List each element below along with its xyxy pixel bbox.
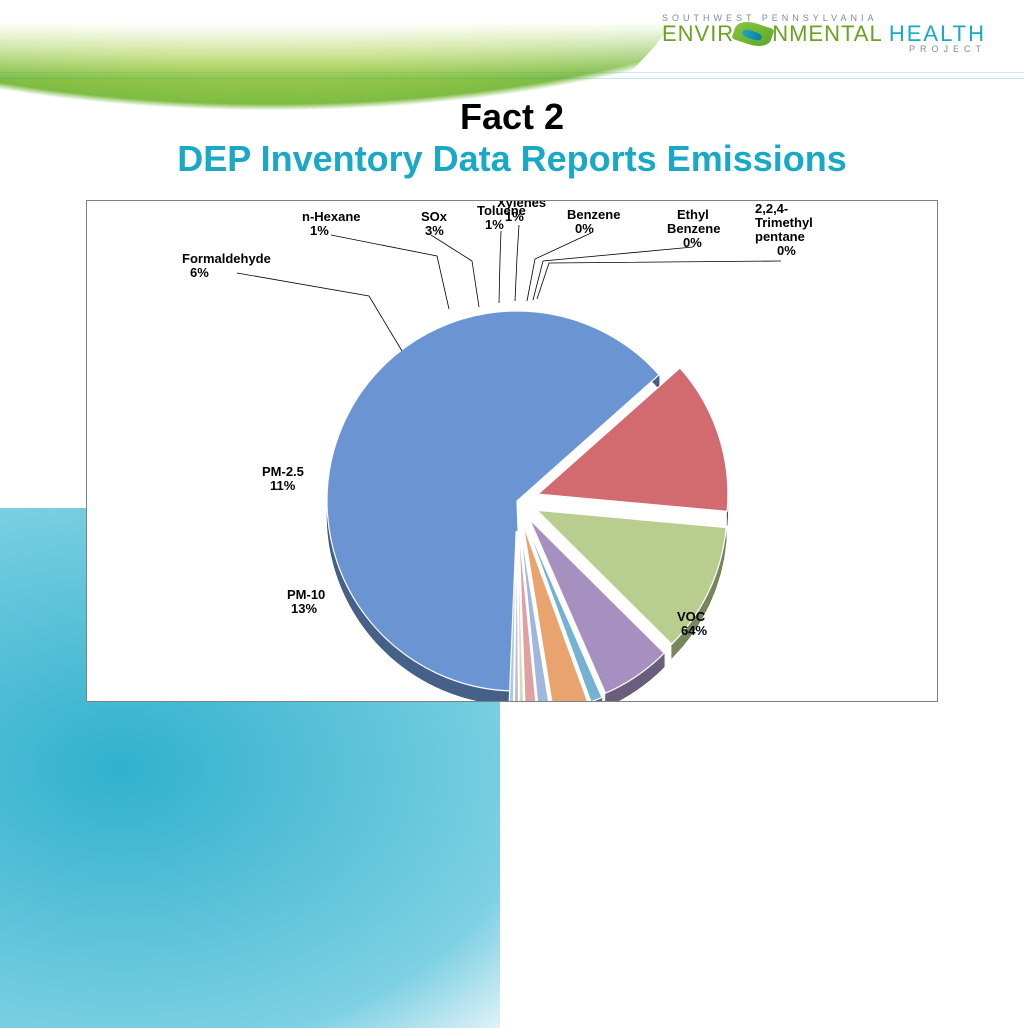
slice-label: pentane [755,229,805,244]
slice-pct: 1% [310,223,329,238]
leader-line [537,261,781,299]
leader-line [499,231,501,303]
logo-wordmark: ENVIR NMENTAL HEALTH [662,23,986,45]
leader-line [237,273,402,351]
slice-pct: 64% [681,623,707,638]
logo-text-envir: ENVIR [662,21,734,46]
leader-line [431,235,479,307]
org-logo: SOUTHWEST PENNSYLVANIA ENVIRNMENTAL HEAL… [662,14,986,54]
slice-label: Formaldehyde [182,251,271,266]
slice-pct: 13% [291,601,317,616]
leader-line [331,235,449,309]
slide-title: Fact 2 DEP Inventory Data Reports Emissi… [0,96,1024,180]
slice-label: PM-10 [287,587,325,602]
logo-tagline-bottom: PROJECT [662,45,986,54]
slice-label: VOC [677,609,706,624]
pie-chart-svg: VOC64% PM-1013% PM-2.511% Formaldehyde6% n-H… [87,201,937,701]
leaf-icon [734,23,772,45]
pie-chart-frame: VOC64% PM-1013% PM-2.511% Formaldehyde6% n-H… [86,200,938,702]
slice-pct: 1% [505,209,524,224]
slice-pct: 3% [425,223,444,238]
slice-pct: 0% [777,243,796,258]
leader-line [533,247,693,300]
slice-pct: 6% [190,265,209,280]
slice-pct: 0% [575,221,594,236]
title-line2: DEP Inventory Data Reports Emissions [0,138,1024,180]
slice-label: PM-2.5 [262,464,304,479]
slice-label: Trimethyl [755,215,813,230]
title-line1: Fact 2 [0,96,1024,138]
logo-text-nmental: NMENTAL [772,21,883,46]
slice-label: Benzene [567,207,620,222]
logo-text-health: HEALTH [889,21,986,46]
slice-label: Benzene [667,221,720,236]
leader-line [527,233,591,301]
slice-label: Ethyl [677,207,709,222]
slice-pct: 11% [270,478,296,493]
slice-label: n-Hexane [302,209,361,224]
slice-pct: 1% [485,217,504,232]
slice-pct: 0% [683,235,702,250]
leader-line [515,225,519,301]
slice-label: 2,2,4- [755,201,788,216]
slice-label: SOx [421,209,448,224]
